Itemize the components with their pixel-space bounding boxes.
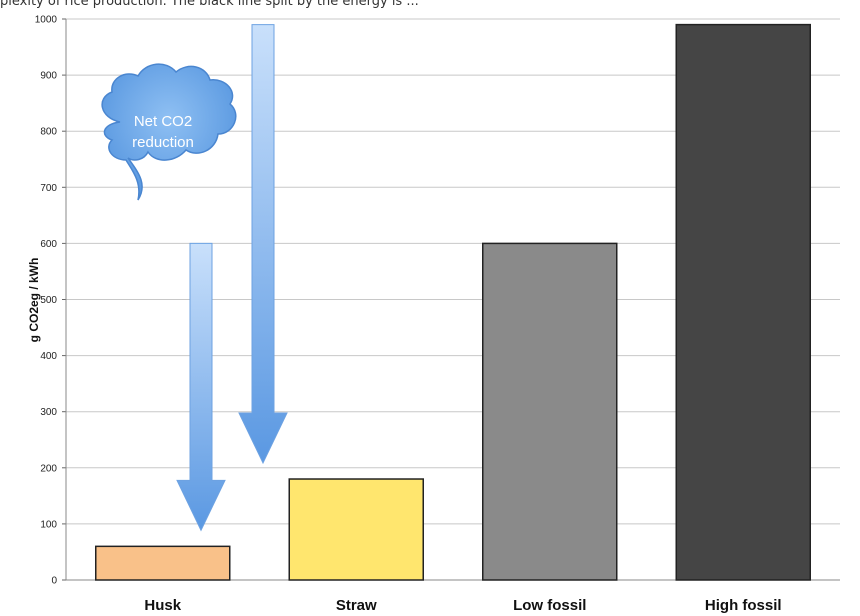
category-label-husk: Husk bbox=[144, 597, 181, 614]
reduction-arrow-husk bbox=[176, 242, 226, 532]
cloud-text-line: reduction bbox=[132, 134, 194, 151]
bars bbox=[95, 23, 811, 581]
y-tick-label: 500 bbox=[40, 295, 57, 306]
y-tick-label: 100 bbox=[40, 519, 57, 530]
header-text: plexity of rice production. The black li… bbox=[0, 0, 419, 8]
bar-husk bbox=[95, 545, 231, 581]
y-tick-label: 900 bbox=[40, 71, 57, 82]
category-label-straw: Straw bbox=[336, 597, 377, 614]
y-tick-label: 400 bbox=[40, 351, 57, 362]
y-tick-label: 1000 bbox=[35, 15, 58, 26]
category-label-low-fossil: Low fossil bbox=[513, 597, 586, 614]
bar-high-fossil bbox=[675, 23, 811, 581]
arrows bbox=[176, 24, 288, 532]
y-axis-label: g CO2eg / kWh bbox=[27, 258, 41, 343]
reduction-arrow-straw bbox=[238, 24, 288, 465]
cloud-shape bbox=[101, 63, 237, 201]
y-tick-label: 700 bbox=[40, 183, 57, 194]
cloud-text-line: Net CO2 bbox=[134, 113, 192, 130]
y-tick-label: 300 bbox=[40, 407, 57, 418]
category-label-high-fossil: High fossil bbox=[705, 597, 782, 614]
y-axis-ticks: 0 100 200 300 400 500 600 700 800 900 1000 bbox=[35, 15, 840, 587]
net-co2-cloud: Net CO2 reduction bbox=[101, 63, 237, 201]
y-tick-label: 600 bbox=[40, 239, 57, 250]
y-tick-label: 0 bbox=[51, 576, 57, 587]
bar-straw bbox=[288, 478, 424, 581]
x-axis-categories: Husk Straw Low fossil High fossil bbox=[144, 597, 781, 614]
bar-low-fossil bbox=[482, 242, 618, 581]
y-tick-label: 200 bbox=[40, 463, 57, 474]
y-tick-label: 800 bbox=[40, 127, 57, 138]
